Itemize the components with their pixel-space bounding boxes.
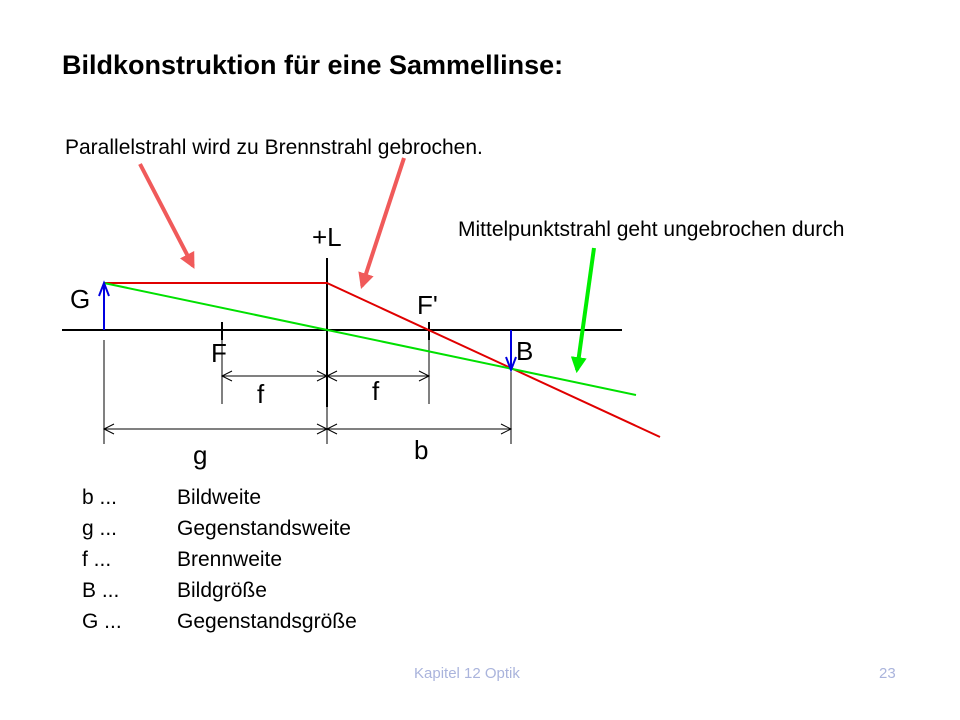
- footer-page-number: 23: [879, 665, 896, 682]
- image-arrow: [505, 330, 517, 373]
- lens-label: +L: [312, 222, 342, 252]
- footer-chapter: Kapitel 12 Optik: [414, 665, 520, 682]
- annotation-parallel-ray: Parallelstrahl wird zu Brennstrahl gebro…: [65, 136, 483, 159]
- dimension-f-left: [220, 370, 329, 382]
- legend-key: b ...: [82, 486, 118, 509]
- focal-left-label: F: [211, 338, 227, 368]
- legend-value: Bildgröße: [177, 579, 267, 602]
- legend-value: Gegenstandsweite: [177, 517, 351, 540]
- dimension-b: [325, 423, 513, 435]
- object-label: G: [70, 284, 90, 314]
- focal-length-left-label: f: [257, 379, 265, 409]
- object-distance-label: g: [193, 440, 207, 470]
- object-arrow: [98, 280, 110, 330]
- focal-length-right-label: f: [372, 376, 380, 406]
- focal-right-label: F': [417, 290, 438, 320]
- slide-title: Bildkonstruktion für eine Sammellinse:: [62, 50, 564, 80]
- annotation-center-ray: Mittelpunktstrahl geht ungebrochen durch: [458, 218, 845, 241]
- center-ray: [103, 282, 637, 396]
- image-label: B: [516, 336, 533, 366]
- pointer-arrow-red: [358, 157, 406, 290]
- legend-key: f ...: [82, 548, 112, 571]
- legend-key: B ...: [82, 579, 120, 602]
- pointer-arrow-green: [570, 247, 596, 374]
- legend-value: Gegenstandsgröße: [177, 610, 357, 633]
- legend-key: G ...: [82, 610, 122, 633]
- dimension-g: [102, 423, 329, 435]
- pointer-arrow-red: [138, 163, 195, 269]
- legend-key: g ...: [82, 517, 118, 540]
- legend-value: Brennweite: [177, 548, 283, 571]
- legend-value: Bildweite: [177, 486, 262, 509]
- parallel-ray: [104, 282, 661, 438]
- image-distance-label: b: [414, 435, 428, 465]
- dimension-f-right: [325, 370, 431, 382]
